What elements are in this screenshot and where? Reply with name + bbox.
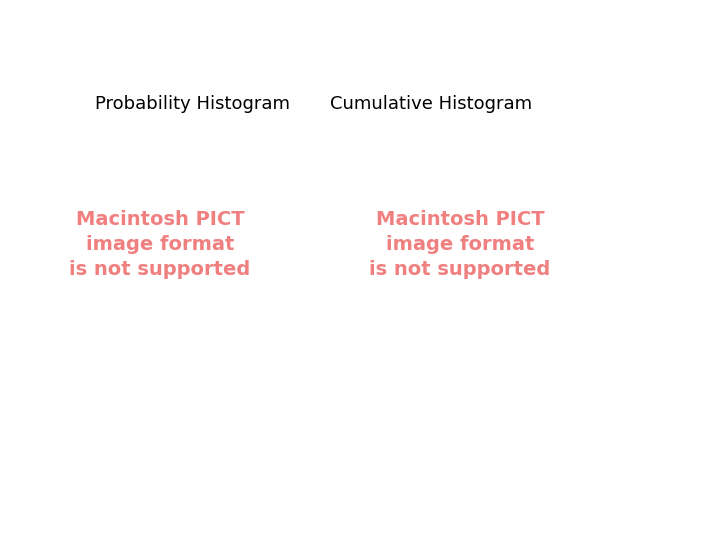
Text: Cumulative Histogram: Cumulative Histogram xyxy=(330,95,532,113)
Text: Probability Histogram: Probability Histogram xyxy=(95,95,290,113)
Text: Macintosh PICT
image format
is not supported: Macintosh PICT image format is not suppo… xyxy=(69,210,251,279)
Text: Macintosh PICT
image format
is not supported: Macintosh PICT image format is not suppo… xyxy=(369,210,551,279)
